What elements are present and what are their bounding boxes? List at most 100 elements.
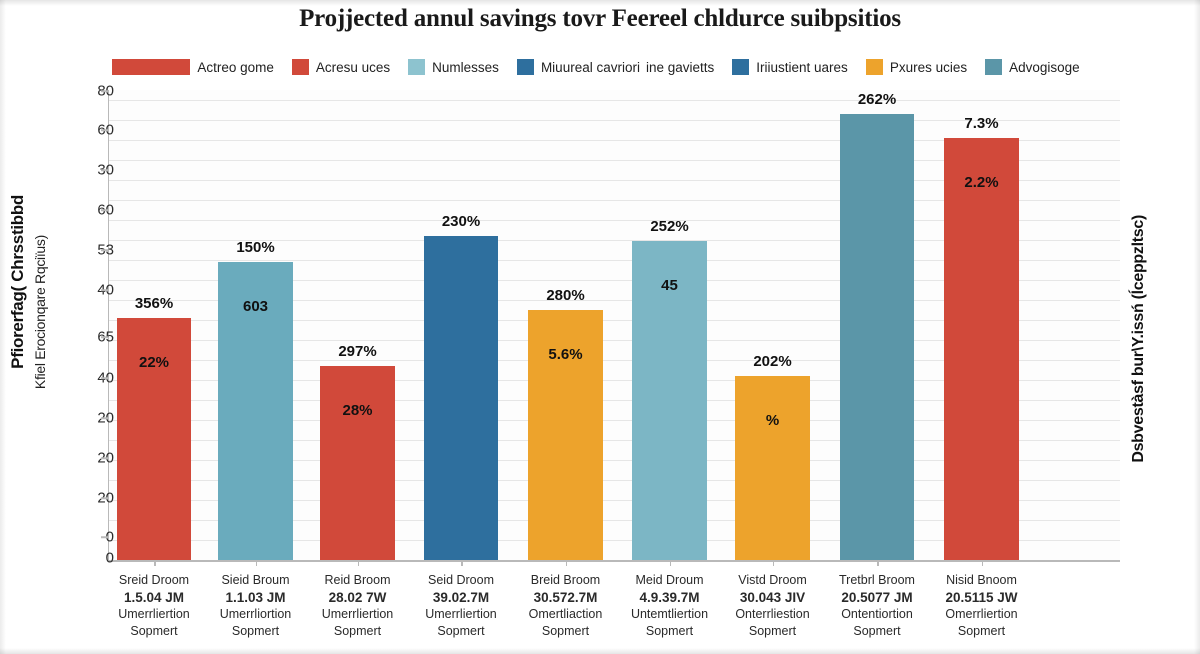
x-axis-tick-label: Seid Droom 39.02.7M Umerrliertion Sopmert [391,572,531,640]
x-axis-tick-label-line: Sopmert [853,624,901,638]
gridline [109,260,1120,261]
legend-item-label: Acresu uces [315,59,391,75]
x-axis-tick-mark [357,560,359,566]
x-axis-tick-label-line: Umerrliertion [425,607,497,621]
bar-value-label: 202% [753,353,792,370]
legend-item-label: Iriiustient uares [756,59,848,75]
legend-swatch-icon [112,59,191,75]
x-axis-tick-label-line: Nisid Bnoom [946,573,1017,587]
x-axis-tick-label-line: Sopmert [130,624,178,638]
x-axis-tick-label-line: Untemtliertion [630,607,709,621]
y-axis-tick-mark [101,90,108,92]
x-axis-tick-label-line: Sopmert [957,624,1006,638]
legend-item[interactable]: Iriiustient uares [732,59,848,75]
x-axis-tick-mark [255,560,257,566]
y-axis-tick-mark [101,497,108,499]
bar[interactable] [944,138,1019,560]
bar-inner-label: 2.2% [964,174,999,191]
x-axis-tick-label-line: Ontentiortion [841,607,913,621]
bar[interactable] [218,262,293,560]
y-axis-tick-mark [101,417,108,419]
x-axis-tick-label-line: Sieid Broum [221,573,290,587]
y-axis-tick-label: 0 [105,549,114,567]
x-axis-tick-mark [669,560,671,566]
bar[interactable] [632,241,707,560]
x-axis-line [108,560,1120,562]
y-axis-subtitle: Kfiel Erocionqare Rqciïus) [32,235,48,390]
x-axis-tick-label-line: 20.5115 JW [945,590,1018,605]
chart-legend: Actreo gome Acresu uces Numlesses Miuureal … [100,54,1110,80]
x-axis-tick-label: Vistd Droom 30.043 JIV Onterrliestion Sopme… [703,572,843,640]
x-axis-tick-label-line: Reid Broom [324,573,391,587]
page-edge-right [1194,0,1200,654]
bar-value-label: 252% [650,218,689,235]
y-axis-tick-mark [101,289,108,291]
secondary-y-axis-title: Dsbvestàsf bur\Y.issń (ĺceppzltsc) [1130,215,1147,463]
gridline [109,220,1120,221]
gridline [109,120,1120,121]
bar-value-label: 230% [441,213,481,230]
x-axis-tick-label-line: Omerrliertion [945,607,1018,621]
bar-inner-label: 45 [661,277,678,294]
gridline [109,300,1120,301]
bar-inner-label: 5.6% [548,346,583,363]
bar-inner-label: 603 [242,298,269,315]
gridline [109,500,1120,501]
x-axis-tick-label: Nisid Bnoom 20.5115 JW Omerrliertion Sopmer… [912,572,1052,640]
x-axis-tick-label: Tretbrl Broom 20.5077 JM Ontentiortion Sopm… [807,572,947,640]
bar-value-label: 150% [236,239,275,256]
gridline [109,340,1120,341]
x-axis-tick-label-line: Breid Broom [530,573,601,587]
x-axis-tick-label: Sreid Droom 1.5.04 JM Umerrliertion Sopmert [84,572,224,640]
x-axis-tick-label-line: Sopmert [748,624,797,638]
legend-item[interactable]: Miuureal cavriori ine gavietts [516,59,715,75]
legend-item[interactable]: Actreo gome [112,59,274,75]
legend-item-label: Numlesses [432,59,499,75]
x-axis-tick-label-line: Sopmert [645,624,694,638]
x-axis-tick-label-line: Umerrliertion [321,607,394,621]
legend-item[interactable]: Pxures ucies [865,59,967,75]
x-axis-tick-label: Sieid Broum 1.1.03 JM Umerrliortion Sopmert [186,572,326,640]
x-axis-tick-label-line: Seid Droom [428,573,494,587]
bar-inner-label: 22% [138,354,170,371]
y-axis-tick-label: 0 [105,528,114,546]
legend-item[interactable]: Numlesses [408,59,499,75]
x-axis-tick-label: Reid Broom 28.02 7W Umerrliertion Sopmert [288,572,428,640]
x-axis-tick-label-line: Umerrliortion [219,607,292,621]
bar[interactable] [424,236,498,560]
y-axis-tick-mark [101,129,108,131]
x-axis-tick-label-line: Sreid Droom [118,573,190,587]
bar[interactable] [735,376,810,560]
legend-item-label: Miuureal cavriori [540,59,640,75]
x-axis-tick-label-line: 28.02 7W [328,590,387,605]
x-axis-tick-label-line: Onterrliestion [735,607,810,621]
legend-item-extra-label: ine gavietts [645,59,715,75]
gridline [109,280,1120,281]
x-axis-tick-mark [154,560,156,566]
legend-item-label: Advogisoge [1009,59,1080,75]
y-axis-tick-mark [101,536,108,538]
bar-value-label: 297% [338,343,377,360]
gridline [109,480,1120,481]
page-edge-bottom [0,648,1200,654]
legend-item[interactable]: Acresu uces [291,59,391,75]
bar[interactable] [840,114,914,560]
x-axis-tick-mark [981,560,983,566]
bar[interactable] [320,366,395,560]
bar[interactable] [528,310,603,560]
legend-item[interactable]: Advogisoge [985,59,1080,75]
bar[interactable] [117,318,191,560]
x-axis-tick-label-line: 30.043 JIV [739,590,806,605]
y-axis-title: Pfiorerfag( Chrsstibbd [8,195,27,369]
x-axis-tick-label-line: 39.02.7M [432,590,490,605]
legend-swatch-icon [732,59,750,75]
x-axis-tick-label-line: Sopmert [333,624,382,638]
gridline [109,380,1120,381]
x-axis-tick-label: Breid Broom 30.572.7M Omertliaction Sopmert [496,572,636,640]
gridline [109,400,1120,401]
bar-value-label: 356% [134,295,174,312]
gridline [109,320,1120,321]
y-axis-tick-mark [101,336,108,338]
x-axis-tick-label-line: Omertliaction [528,607,603,621]
